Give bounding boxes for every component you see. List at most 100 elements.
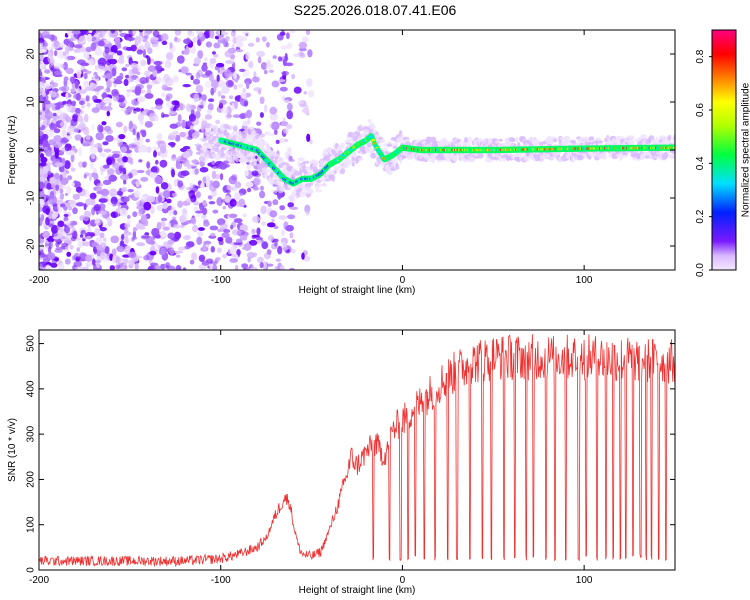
noise-blob bbox=[208, 98, 215, 102]
noise-blob bbox=[217, 247, 222, 253]
noise-blob bbox=[200, 182, 205, 189]
noise-blob bbox=[98, 198, 108, 203]
noise-blob bbox=[236, 249, 241, 256]
noise-blob bbox=[65, 186, 72, 195]
band-halo bbox=[351, 156, 356, 162]
noise-blob bbox=[201, 94, 207, 101]
noise-blob bbox=[123, 153, 133, 158]
noise-blob bbox=[47, 170, 52, 176]
noise-blob bbox=[85, 198, 94, 205]
noise-blob bbox=[116, 75, 122, 81]
noise-blob bbox=[215, 173, 220, 180]
noise-blob bbox=[111, 67, 117, 77]
noise-blob bbox=[233, 71, 237, 80]
colorbar-tick-label: 0.4 bbox=[695, 156, 706, 170]
noise-blob bbox=[63, 213, 69, 217]
noise-blob bbox=[212, 264, 218, 270]
noise-blob bbox=[263, 69, 268, 75]
heatmap-x-tick-label: 100 bbox=[576, 275, 593, 286]
noise-blob bbox=[281, 229, 285, 237]
noise-blob bbox=[180, 147, 187, 152]
noise-blob bbox=[239, 68, 246, 72]
band-halo bbox=[464, 142, 471, 148]
band-halo bbox=[207, 143, 213, 149]
noise-blob bbox=[175, 265, 182, 270]
noise-blob bbox=[42, 133, 49, 141]
band-halo bbox=[663, 152, 668, 159]
noise-blob bbox=[298, 47, 307, 52]
noise-blob bbox=[226, 184, 233, 191]
noise-blob bbox=[271, 80, 280, 88]
noise-blob bbox=[232, 187, 238, 191]
noise-blob bbox=[170, 142, 176, 148]
noise-blob bbox=[63, 220, 71, 225]
band-halo bbox=[553, 138, 558, 143]
noise-blob bbox=[65, 92, 69, 100]
noise-blob bbox=[247, 187, 252, 193]
noise-blob bbox=[103, 105, 107, 111]
noise-blob bbox=[140, 89, 146, 94]
noise-blob bbox=[210, 87, 215, 96]
noise-blob bbox=[121, 107, 128, 112]
noise-blob bbox=[108, 58, 118, 65]
band-halo bbox=[358, 157, 364, 161]
band-halo bbox=[214, 148, 220, 153]
noise-blob bbox=[247, 118, 251, 125]
noise-blob bbox=[107, 218, 113, 227]
noise-blob bbox=[136, 205, 142, 210]
noise-blob bbox=[54, 162, 64, 168]
noise-blob bbox=[117, 248, 125, 253]
noise-blob bbox=[45, 264, 51, 270]
band-halo bbox=[206, 153, 210, 159]
noise-blob bbox=[202, 62, 207, 66]
noise-blob bbox=[161, 217, 167, 222]
noise-blob bbox=[217, 34, 224, 38]
noise-blob bbox=[52, 211, 59, 218]
noise-blob bbox=[116, 191, 123, 196]
noise-blob bbox=[103, 39, 111, 45]
noise-blob bbox=[112, 137, 119, 142]
band-halo bbox=[334, 166, 340, 170]
noise-blob bbox=[271, 218, 275, 223]
noise-blob bbox=[123, 125, 128, 133]
noise-blob bbox=[96, 183, 104, 187]
noise-blob bbox=[162, 207, 169, 214]
noise-blob bbox=[211, 80, 219, 89]
noise-blob bbox=[202, 176, 207, 184]
noise-blob bbox=[307, 49, 313, 58]
noise-blob bbox=[77, 240, 83, 249]
snr-frame bbox=[38, 329, 676, 571]
noise-blob bbox=[172, 75, 179, 83]
noise-blob bbox=[194, 168, 199, 175]
noise-blob bbox=[287, 102, 293, 111]
noise-blob bbox=[79, 100, 85, 106]
noise-blob bbox=[278, 215, 288, 220]
noise-blob bbox=[105, 72, 113, 80]
band-halo bbox=[331, 176, 335, 182]
noise-blob bbox=[103, 97, 112, 104]
noise-blob bbox=[198, 31, 203, 38]
noise-blob bbox=[83, 174, 87, 179]
noise-blob bbox=[234, 100, 238, 110]
noise-blob bbox=[161, 92, 166, 97]
heatmap-x-tick-label: -200 bbox=[29, 275, 49, 286]
colorbar-tick-label: 0.2 bbox=[695, 209, 706, 223]
noise-blob bbox=[39, 77, 46, 82]
noise-blob bbox=[78, 147, 82, 157]
noise-blob bbox=[146, 161, 151, 169]
noise-blob bbox=[116, 40, 121, 48]
noise-blob bbox=[242, 120, 248, 127]
noise-blob bbox=[79, 234, 84, 238]
noise-blob bbox=[117, 58, 125, 64]
band-halo bbox=[309, 188, 314, 194]
band-halo bbox=[577, 154, 584, 161]
noise-blob bbox=[153, 175, 163, 185]
noise-blob bbox=[126, 37, 135, 41]
noise-blob bbox=[287, 147, 292, 152]
snr-x-tick-label: 0 bbox=[400, 575, 406, 586]
snr-x-tick-label: -100 bbox=[211, 575, 231, 586]
noise-blob bbox=[170, 155, 177, 161]
band-halo bbox=[477, 152, 484, 159]
noise-blob bbox=[39, 153, 45, 159]
